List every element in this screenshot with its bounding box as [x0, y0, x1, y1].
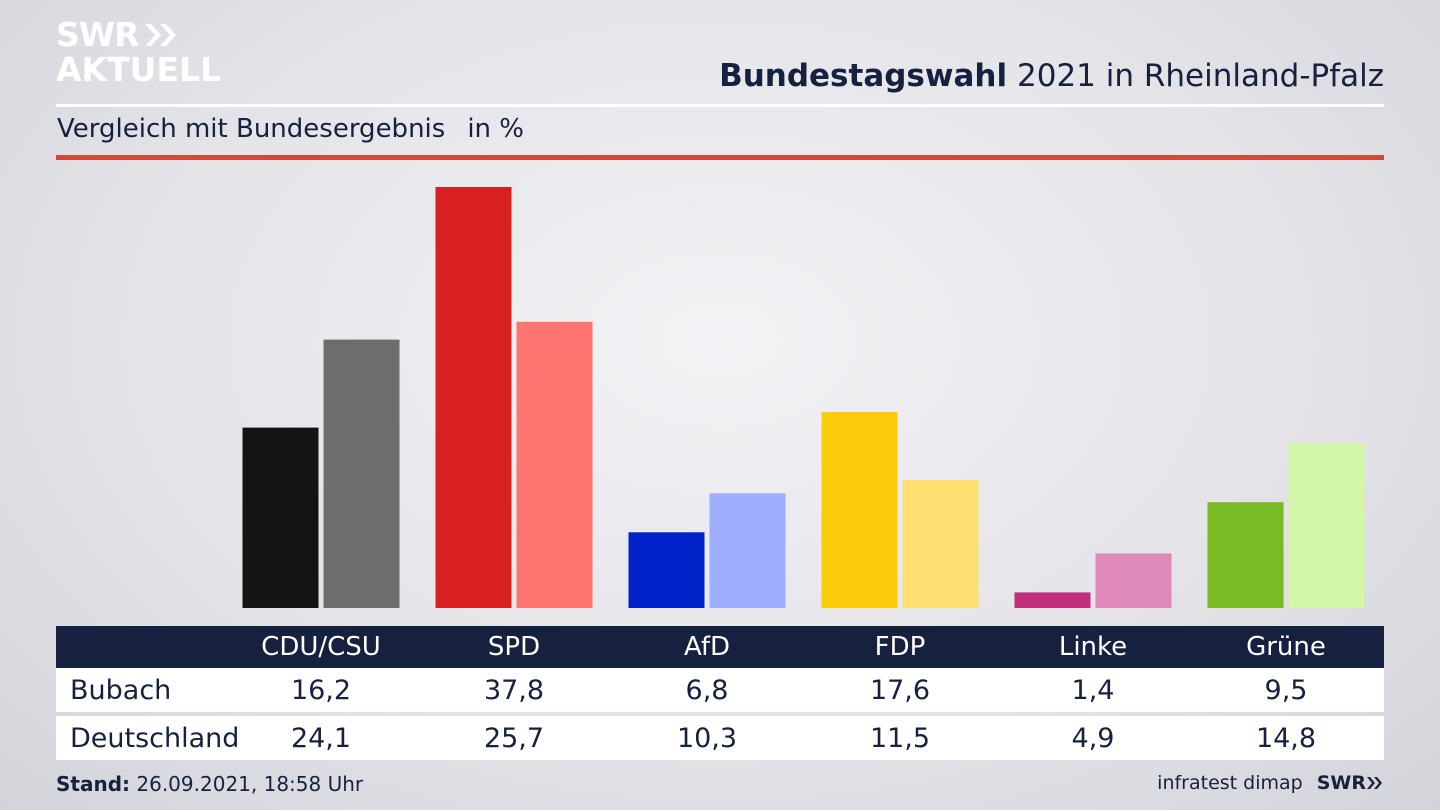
bar-fdp-deutschland	[902, 479, 979, 608]
stand-label: Stand:	[56, 772, 131, 796]
value-cell: 4,9	[1071, 722, 1115, 754]
bar-gr-ne-bubach	[1207, 502, 1284, 608]
results-table: CDU/CSU SPD AfD FDP Linke Grüne Bubach 16,2 37…	[56, 626, 1384, 760]
title-rest: 2021 in Rheinland-Pfalz	[1017, 58, 1384, 94]
stand-value: 26.09.2021, 18:58 Uhr	[136, 772, 364, 796]
chart-subtitle: Vergleich mit Bundesergebnis in %	[57, 114, 524, 144]
bar-gr-ne-deutschland	[1288, 443, 1365, 608]
unit-label: in %	[467, 114, 524, 144]
logo-line1: SWR	[56, 15, 140, 54]
timestamp: Stand: 26.09.2021, 18:58 Uhr	[56, 772, 363, 796]
double-chevron-icon	[144, 23, 176, 46]
bar-afd-bubach	[628, 532, 705, 608]
category-label: Grüne	[1246, 632, 1326, 662]
source-text: infratest dimap	[1157, 772, 1303, 794]
table-row: Bubach 16,2 37,8 6,8 17,6 1,4 9,5	[56, 668, 1384, 712]
value-cell: 37,8	[483, 674, 545, 706]
title-bold: Bundestagswahl	[719, 58, 1008, 94]
category-label: FDP	[874, 632, 926, 662]
category-label: CDU/CSU	[261, 632, 381, 662]
value-cell: 11,5	[869, 722, 931, 754]
value-cell: 6,8	[685, 674, 729, 706]
value-cell: 10,3	[676, 722, 738, 754]
swr-aktuell-logo: SWR AKTUELL	[56, 18, 221, 86]
source-credit: infratest dimap SWR	[1157, 772, 1384, 794]
value-cell: 16,2	[290, 674, 352, 706]
double-chevron-icon	[1367, 777, 1382, 789]
bar-cdu-csu-bubach	[242, 427, 319, 608]
bar-fdp-bubach	[821, 412, 898, 608]
value-cell: 9,5	[1264, 674, 1308, 706]
category-label: SPD	[487, 632, 541, 662]
bar-linke-deutschland	[1095, 553, 1172, 608]
table-header: CDU/CSU SPD AfD FDP Linke Grüne	[56, 626, 1384, 668]
swr-brand: SWR	[1317, 772, 1384, 794]
header-divider	[56, 104, 1384, 107]
value-cell: 14,8	[1255, 722, 1317, 754]
logo-line2: AKTUELL	[56, 50, 222, 89]
value-cell: 1,4	[1071, 674, 1115, 706]
bar-afd-deutschland	[709, 493, 786, 608]
table-row: Deutschland 24,1 25,7 10,3 11,5 4,9 14,8	[56, 716, 1384, 760]
subtitle-divider	[56, 155, 1384, 160]
bar-linke-bubach	[1014, 592, 1091, 608]
row-label: Deutschland	[70, 722, 240, 754]
bar-spd-deutschland	[516, 321, 593, 608]
value-cell: 24,1	[290, 722, 352, 754]
category-label: Linke	[1058, 632, 1128, 662]
brand-text: SWR	[1316, 772, 1366, 794]
bar-cdu-csu-deutschland	[323, 339, 400, 608]
subtitle-text: Vergleich mit Bundesergebnis	[57, 114, 446, 144]
page-title: Bundestagswahl 2021 in Rheinland-Pfalz	[719, 58, 1384, 94]
value-cell: 17,6	[869, 674, 931, 706]
category-label: AfD	[683, 632, 731, 662]
row-label: Bubach	[70, 674, 172, 706]
value-cell: 25,7	[483, 722, 545, 754]
bar-spd-bubach	[435, 187, 512, 608]
